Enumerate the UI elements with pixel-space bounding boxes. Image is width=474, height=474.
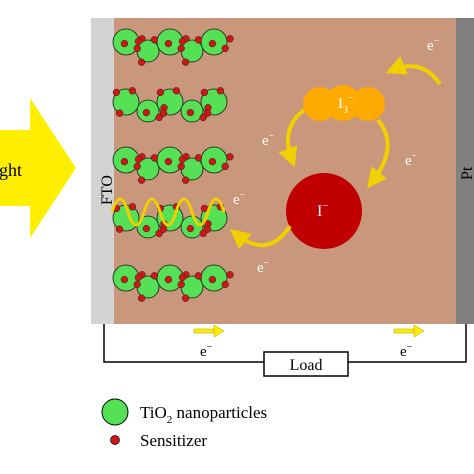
sensitizer-dot (133, 44, 141, 53)
legend-sensitizer-label: Sensitizer (140, 431, 207, 450)
electron-label: e− (233, 190, 246, 208)
light-label: ght (0, 160, 22, 180)
sensitizer-dot (178, 155, 187, 164)
iodide-label: I− (317, 200, 329, 220)
sensitizer-dot (226, 153, 234, 161)
sensitizer-dot (134, 37, 143, 46)
sensitizer-dot (208, 39, 217, 48)
tio2-nanoparticle-chains (112, 28, 234, 302)
sensitizer-dot (178, 37, 187, 46)
electron-arrow-pt-to-i3 (385, 56, 442, 86)
electron-arrow-i3-to-dye (278, 108, 306, 168)
sensitizer-dot (134, 273, 143, 282)
sensitizer-dot (181, 176, 190, 184)
legend-sensitizer-swatch (110, 435, 120, 445)
sensitizer-dot (216, 87, 225, 95)
sensitizer-dot (203, 109, 212, 117)
sensitizer-dot (177, 44, 185, 53)
sensitizer-dot (150, 36, 159, 44)
sensitizer-dot (164, 39, 173, 48)
sensitizer-dot (133, 162, 141, 171)
load-label: Load (290, 357, 323, 374)
fto-label: FTO (99, 175, 116, 205)
sensitizer-dot (178, 273, 187, 282)
photon-wave (110, 197, 226, 227)
electron-labels: e− e− e− e− e− e− e− (200, 36, 440, 360)
legend-tio2-swatch (101, 398, 129, 426)
sensitizer-dot (199, 229, 207, 238)
sensitizer-dot (137, 58, 146, 66)
sensitizer-dot (200, 204, 209, 213)
sensitizer-dot (142, 108, 151, 117)
legend-tio2-label: TiO2 nanoparticles (140, 403, 267, 426)
electron-label: e− (262, 131, 275, 149)
fto-electrode (91, 18, 114, 324)
sensitizer-dot (203, 225, 212, 233)
sensitizer-dot (172, 87, 181, 95)
sensitizer-dot (142, 224, 151, 233)
electron-label: e− (257, 258, 270, 276)
sensitizer-dot (159, 225, 168, 233)
sensitizer-dot (150, 154, 159, 162)
iodide-ion (286, 173, 362, 249)
sensitizer-dot (133, 280, 141, 289)
sensitizer-dot (137, 176, 146, 184)
sensitizer-dot (134, 155, 143, 164)
electron-arrow-iodide-to-dye (229, 224, 292, 250)
sensitizer-dot (159, 109, 168, 117)
sensitizer-dot (128, 203, 137, 211)
sensitizer-dot (155, 229, 163, 238)
electron-arrow-circuit-right (393, 324, 425, 338)
sensitizer-dot (194, 154, 203, 162)
sensitizer-dot (221, 162, 229, 171)
triiodide-ion (303, 85, 385, 121)
sensitizer-dot (226, 271, 234, 279)
electron-label: e− (400, 342, 413, 360)
sensitizer-dot (150, 272, 159, 280)
external-circuit-wire-right (348, 324, 467, 363)
sensitizer-dot (120, 157, 129, 166)
sensitizer-dot (120, 275, 129, 284)
sensitizer-dot (177, 280, 185, 289)
sensitizer-dot (115, 109, 124, 117)
sensitizer-dot (177, 162, 185, 171)
triiodide-label: I3− (338, 93, 354, 116)
electron-arrow-i3-to-iodide (367, 118, 390, 189)
sensitizer-dot (164, 275, 173, 284)
sensitizer-dot (155, 113, 163, 122)
sensitizer-dot (221, 44, 229, 53)
sensitizer-dot (128, 87, 137, 95)
sensitizer-dot (186, 224, 195, 233)
electron-label: e− (405, 151, 418, 169)
pt-electrode (456, 18, 474, 324)
sensitizer-dot (181, 294, 190, 302)
sensitizer-dot (194, 272, 203, 280)
electron-label: e− (200, 342, 213, 360)
sensitizer-dot (137, 294, 146, 302)
light-arrow (0, 98, 76, 238)
sensitizer-dot (112, 88, 121, 97)
sensitizer-dot (200, 88, 209, 97)
sensitizer-dot (194, 36, 203, 44)
sensitizer-dot (208, 157, 217, 166)
sensitizer-dot (221, 280, 229, 289)
load-box (263, 351, 349, 377)
sensitizer-dot (156, 88, 165, 97)
pt-label: Pt (459, 166, 474, 180)
sensitizer-dot (120, 39, 129, 48)
sensitizer-dot (226, 35, 234, 43)
sensitizer-dot (115, 225, 124, 233)
sensitizer-dot (208, 275, 217, 284)
tio2-particle (112, 88, 140, 116)
sensitizer-dot (199, 113, 207, 122)
electron-arrow-circuit-left (193, 324, 225, 338)
sensitizer-dot (164, 157, 173, 166)
sensitizer-dot (186, 108, 195, 117)
external-circuit-wire (103, 324, 264, 363)
sensitizer-dot (181, 58, 190, 66)
electron-label: e− (427, 36, 440, 54)
